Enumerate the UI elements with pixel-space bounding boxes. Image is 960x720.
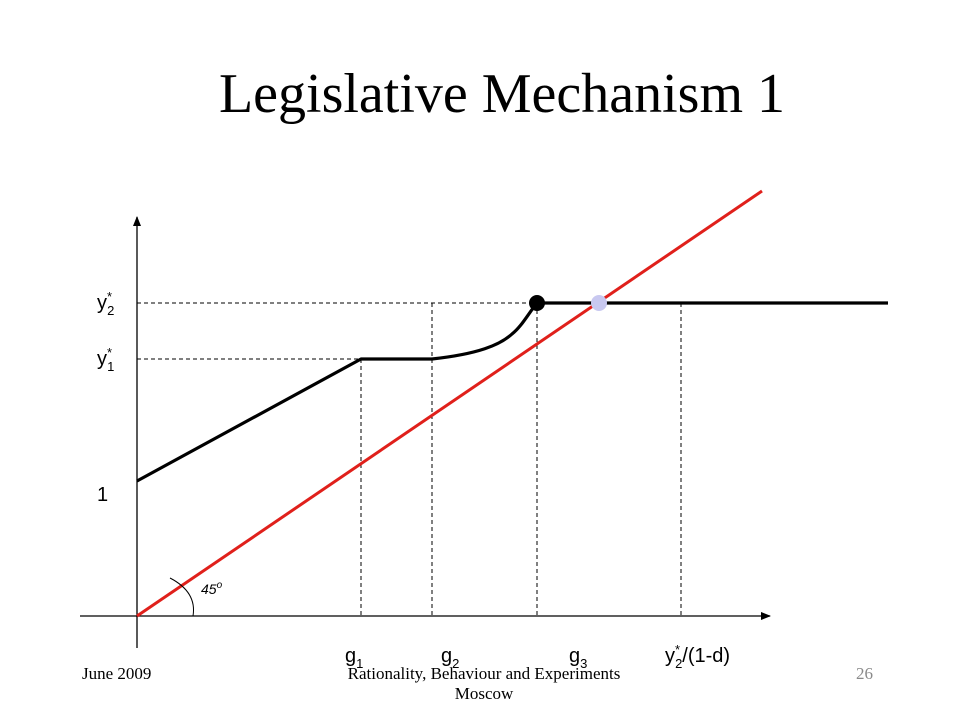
footer-center-line2: Moscow (454, 684, 514, 703)
y1-star: * (107, 345, 112, 360)
y1-star-label: y* 1 (97, 345, 114, 374)
y2-base: y (97, 292, 107, 314)
g3-label: g3 (569, 645, 587, 671)
ymax-base: y (665, 645, 675, 667)
g3-sub: 3 (580, 656, 587, 671)
footer-date: June 2009 (82, 664, 152, 683)
slide-title: Legislative Mechanism 1 (218, 63, 786, 125)
red-45-degree-line (136, 189, 763, 618)
y2-star-label: y* 2 (97, 289, 114, 318)
g1-sub: 1 (356, 656, 363, 671)
g1-base: g (345, 645, 356, 667)
g2-sub: 2 (452, 656, 459, 671)
ymax-sub: 2 (675, 656, 682, 671)
ymax-rest: /(1-d) (682, 645, 730, 667)
footer-center-line1: Rationality, Behaviour and Experiments (347, 664, 621, 683)
black-dot (529, 295, 545, 311)
ymax-star: * (675, 642, 680, 657)
lavender-dot (591, 295, 607, 311)
angle-label: 45o (201, 580, 223, 597)
y2-sub: 2 (107, 303, 114, 318)
angle-value: 45 (201, 581, 217, 597)
g1-label: g1 (345, 645, 363, 671)
y2-star: * (107, 289, 112, 304)
g3-base: g (569, 645, 580, 667)
black-mechanism-curve (136, 301, 888, 483)
ymax-label: y* 2/(1-d) (665, 642, 730, 671)
page-number: 26 (856, 664, 873, 683)
angle-degree: o (217, 580, 223, 591)
y1-sub: 1 (107, 359, 114, 374)
angle-arc (169, 577, 195, 617)
one-label: 1 (97, 484, 108, 506)
g2-label: g2 (441, 645, 459, 671)
footer-center: Rationality, Behaviour and Experiments M… (288, 664, 680, 704)
y1-base: y (97, 348, 107, 370)
g2-base: g (441, 645, 452, 667)
